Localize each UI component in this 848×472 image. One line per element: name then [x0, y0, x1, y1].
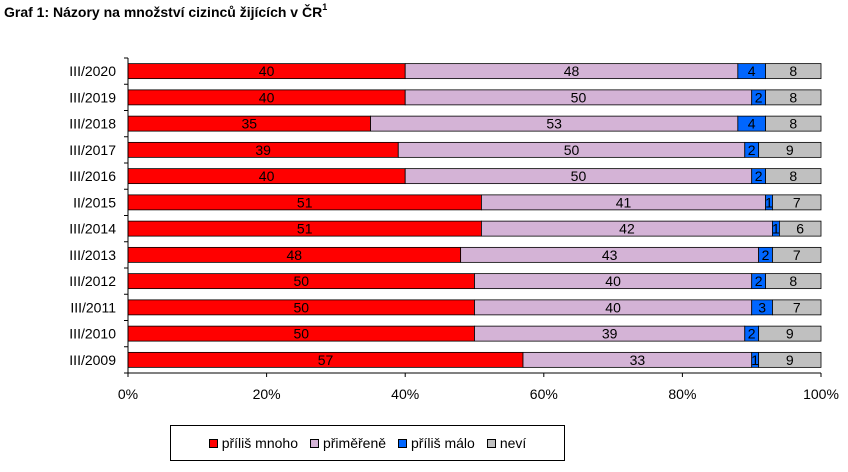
- category-label: III/2012: [69, 273, 116, 289]
- legend-item: neví: [486, 435, 527, 451]
- data-label: 40: [605, 299, 621, 315]
- category-label: III/2009: [69, 352, 116, 368]
- data-label: 2: [755, 273, 763, 289]
- data-label: 9: [786, 352, 794, 368]
- legend-swatch: [486, 438, 496, 448]
- legend-swatch: [208, 438, 218, 448]
- bar-segment: [758, 141, 822, 158]
- data-label: 43: [602, 247, 618, 263]
- data-label: 33: [630, 352, 646, 368]
- data-label: 3: [758, 299, 766, 315]
- data-label: 39: [255, 142, 271, 158]
- data-label: 53: [546, 116, 562, 132]
- category-label: III/2010: [69, 326, 116, 342]
- data-label: 48: [564, 63, 580, 79]
- x-tick-label: 100%: [803, 386, 839, 402]
- bar-segment: [772, 299, 822, 316]
- category-label: III/2011: [70, 299, 116, 315]
- category-label: III/2013: [69, 247, 116, 263]
- bar-segment: [772, 194, 822, 211]
- category-label: III/2018: [69, 116, 116, 132]
- data-label: 8: [789, 273, 797, 289]
- data-label: 40: [259, 63, 275, 79]
- bar-segment: [765, 115, 822, 132]
- legend-swatch: [398, 438, 408, 448]
- category-label: III/2020: [69, 63, 116, 79]
- data-label: 50: [293, 273, 309, 289]
- data-label: 1: [765, 194, 773, 210]
- chart-legend: příliš mnoho přiměřeně příliš málo neví: [170, 425, 565, 461]
- data-label: 50: [293, 299, 309, 315]
- data-label: 2: [748, 326, 756, 342]
- data-label: 57: [318, 352, 334, 368]
- chart-title-text: Graf 1: Názory na množství cizinců žijíc…: [4, 4, 323, 20]
- legend-label: příliš málo: [411, 435, 475, 451]
- data-label: 8: [789, 63, 797, 79]
- chart-title: Graf 1: Názory na množství cizinců žijíc…: [4, 2, 328, 20]
- legend-label: příliš mnoho: [221, 435, 298, 451]
- data-label: 41: [616, 194, 632, 210]
- chart-title-superscript: 1: [322, 2, 328, 12]
- bar-segment: [758, 325, 822, 342]
- data-label: 9: [786, 326, 794, 342]
- data-label: 9: [786, 142, 794, 158]
- data-label: 50: [571, 168, 587, 184]
- data-label: 7: [793, 299, 801, 315]
- bar-segment: [772, 246, 822, 263]
- data-label: 50: [571, 89, 587, 105]
- data-label: 7: [793, 247, 801, 263]
- x-tick-label: 60%: [530, 386, 558, 402]
- x-tick-label: 0%: [118, 386, 138, 402]
- category-label: III/2016: [69, 168, 116, 184]
- data-label: 6: [796, 221, 804, 237]
- category-label: III/2014: [69, 221, 116, 237]
- category-label: II/2015: [73, 194, 116, 210]
- bar-segment: [758, 351, 822, 368]
- legend-item: příliš mnoho: [208, 435, 298, 451]
- category-label: III/2019: [69, 89, 116, 105]
- bar-segment: [765, 273, 822, 290]
- legend-label: přiměřeně: [322, 435, 387, 451]
- data-label: 35: [241, 116, 257, 132]
- data-label: 4: [748, 116, 756, 132]
- x-tick-label: 80%: [668, 386, 696, 402]
- data-label: 40: [605, 273, 621, 289]
- legend-item: příliš málo: [398, 435, 475, 451]
- bar-segment: [779, 220, 822, 237]
- data-label: 1: [751, 352, 759, 368]
- data-label: 2: [755, 89, 763, 105]
- bar-segment: [765, 89, 822, 106]
- bar-segment: [765, 168, 822, 185]
- data-label: 39: [602, 326, 618, 342]
- x-tick-label: 20%: [253, 386, 281, 402]
- data-label: 4: [748, 63, 756, 79]
- data-label: 7: [793, 194, 801, 210]
- data-label: 51: [297, 194, 313, 210]
- data-label: 8: [789, 168, 797, 184]
- data-label: 51: [297, 221, 313, 237]
- x-tick-label: 40%: [391, 386, 419, 402]
- data-label: 1: [772, 221, 780, 237]
- category-label: III/2017: [69, 142, 116, 158]
- data-label: 48: [287, 247, 303, 263]
- data-label: 2: [762, 247, 770, 263]
- legend-label: neví: [499, 435, 527, 451]
- bar-segment: [765, 63, 822, 80]
- data-label: 50: [293, 326, 309, 342]
- data-label: 8: [789, 89, 797, 105]
- data-label: 42: [619, 221, 635, 237]
- legend-item: přiměřeně: [309, 435, 387, 451]
- data-label: 2: [748, 142, 756, 158]
- data-label: 8: [789, 116, 797, 132]
- data-label: 40: [259, 89, 275, 105]
- data-label: 50: [564, 142, 580, 158]
- legend-swatch: [309, 438, 319, 448]
- data-label: 40: [259, 168, 275, 184]
- data-label: 2: [755, 168, 763, 184]
